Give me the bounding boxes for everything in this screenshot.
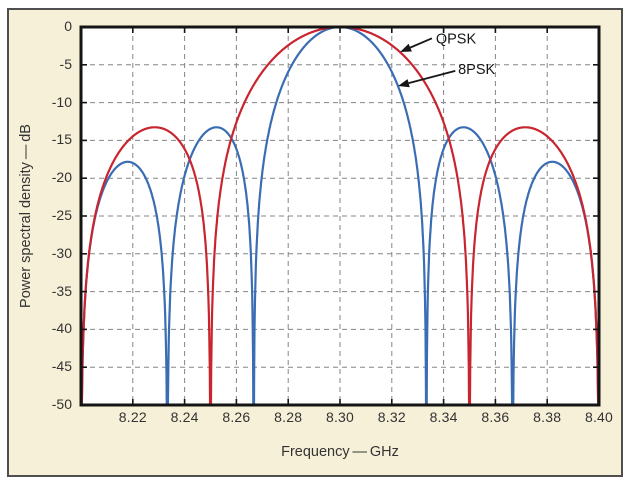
y-tick-label: -5 xyxy=(59,55,72,72)
x-tick-label: 8.24 xyxy=(170,409,199,425)
annotation-label-8psk: 8PSK xyxy=(458,62,495,78)
y-tick-label: 0 xyxy=(64,18,72,34)
y-tick-label: -20 xyxy=(51,169,72,186)
x-tick-label: 8.34 xyxy=(429,409,458,425)
y-tick-label: -35 xyxy=(51,282,72,299)
plot-area: QPSK 8PSK xyxy=(79,25,601,407)
y-tick-label: -40 xyxy=(51,320,72,337)
x-tick-label: 8.22 xyxy=(118,409,147,425)
axes-box xyxy=(79,25,601,407)
x-tick-label: 8.40 xyxy=(584,409,614,425)
gridlines xyxy=(81,27,599,405)
y-tick-label: -25 xyxy=(51,207,72,223)
annotation-arrowhead xyxy=(400,43,412,52)
annotation-arrowhead xyxy=(398,79,410,88)
x-tick-label: 8.26 xyxy=(222,409,251,425)
x-tick-label: 8.38 xyxy=(533,409,562,425)
x-tick-label: 8.28 xyxy=(274,409,303,425)
curve-qpsk xyxy=(81,27,599,405)
y-tick-label: -15 xyxy=(51,131,72,148)
annotation-arrow-line xyxy=(408,69,456,85)
y-tick-label: -30 xyxy=(51,244,72,261)
x-tick-label: 8.30 xyxy=(325,409,355,425)
y-tick-label: -10 xyxy=(51,93,72,110)
x-tick-label: 8.36 xyxy=(481,409,510,425)
y-tick-label: -50 xyxy=(51,396,72,412)
annotation-arrow-line xyxy=(409,37,433,49)
y-tick-label: -45 xyxy=(51,358,72,375)
annotation-label-qpsk: QPSK xyxy=(436,32,477,48)
x-tick-label: 8.32 xyxy=(377,409,406,425)
x-axis-label: Frequency — GHz xyxy=(281,444,399,460)
